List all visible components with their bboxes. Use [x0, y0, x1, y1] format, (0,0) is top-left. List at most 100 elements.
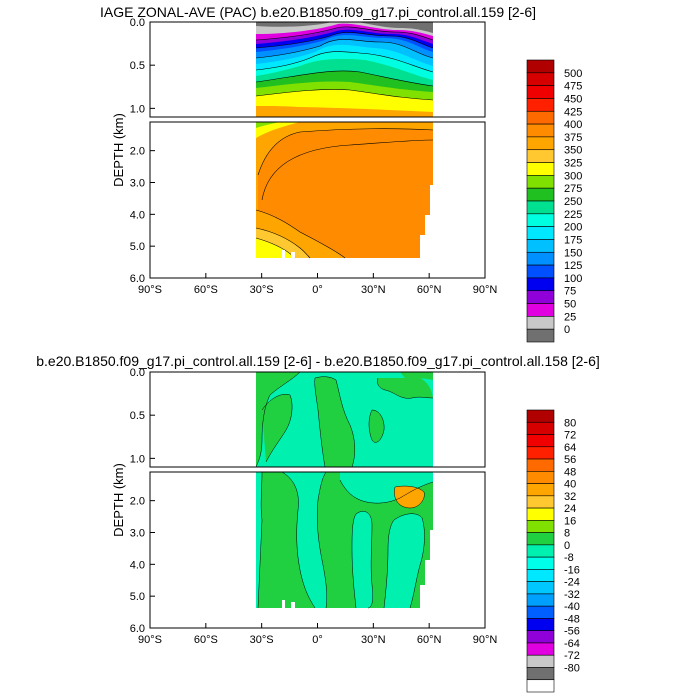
bottom-colorbar: 80726456484032241680-8-16-24-32-40-48-56…	[526, 409, 580, 693]
colorbar-label: -32	[564, 589, 580, 601]
y-tick-label: 0.5	[130, 60, 145, 72]
colorbar-swatch	[526, 123, 555, 138]
diff-pos-3	[314, 376, 355, 467]
colorbar-label: 25	[564, 311, 576, 323]
top-y-ticks-upper: 0.0 0.5 1.0	[130, 17, 155, 115]
colorbar-label: -40	[564, 601, 580, 613]
top-chart-title: IAGE ZONAL-AVE (PAC) b.e20.B1850.f09_g17…	[100, 4, 536, 20]
y-tick-label: 4.0	[130, 209, 145, 221]
bottom-x-ticks: 90°S 60°S 30°S 0° 30°N 60°N 90°N	[138, 623, 497, 646]
y-tick-label: 2.0	[130, 146, 145, 158]
diff-neg-1	[256, 472, 262, 608]
colorbar-label: 16	[564, 515, 576, 527]
colorbar-label: 56	[564, 454, 576, 466]
bottom-upper-contours	[255, 372, 434, 467]
colorbar-swatch	[526, 175, 555, 189]
x-tick-label: 30°S	[250, 284, 274, 296]
colorbar-swatch	[526, 495, 555, 509]
y-tick-label: 0.5	[130, 410, 145, 422]
colorbar-swatch	[526, 200, 555, 215]
y-tick-label: 5.0	[130, 241, 145, 253]
bottom-ylabel: DEPTH (km)	[111, 463, 126, 537]
colorbar-swatch	[526, 483, 555, 497]
colorbar-swatch	[526, 471, 555, 484]
colorbar-label: -48	[564, 613, 580, 625]
bottom-upper-frame	[149, 371, 486, 468]
y-tick-label: 4.0	[130, 559, 145, 571]
y-tick-label: 1.0	[130, 453, 145, 465]
colorbar-label: 325	[564, 158, 582, 170]
colorbar-label: -16	[564, 564, 580, 576]
land-mask	[291, 602, 295, 608]
y-tick-label: 6.0	[130, 273, 145, 285]
colorbar-swatch	[526, 642, 555, 656]
diff-pos-lower-orange	[394, 486, 425, 508]
colorbar-swatch	[526, 409, 555, 423]
y-tick-label: 2.0	[130, 496, 145, 508]
colorbar-label: 375	[564, 132, 582, 144]
colorbar-label: 64	[564, 442, 576, 454]
colorbar-swatch	[526, 226, 555, 240]
diff-pos-4	[377, 378, 433, 399]
bottom-upper-contour-lines	[255, 372, 434, 467]
colorbar-label: 450	[564, 93, 582, 105]
colorbar-swatch	[526, 162, 555, 176]
land-mask	[282, 600, 285, 608]
colorbar-swatch	[526, 654, 555, 668]
land-mask	[291, 252, 295, 258]
colorbar-label: 425	[564, 106, 582, 118]
x-tick-label: 60°N	[417, 634, 442, 646]
y-tick-label: 6.0	[130, 623, 145, 635]
colorbar-swatch	[526, 277, 555, 292]
land-mask	[282, 250, 285, 258]
colorbar-swatch	[526, 618, 555, 631]
band-lower-greentop	[256, 122, 280, 128]
x-tick-label: 30°N	[361, 284, 386, 296]
diff-neg-2	[282, 472, 327, 608]
x-tick-label: 90°S	[138, 284, 162, 296]
colorbar-swatch	[526, 458, 555, 472]
colorbar-label: 275	[564, 183, 582, 195]
band-lower-orange	[256, 122, 433, 258]
colorbar-label: 400	[564, 119, 582, 131]
y-tick-label: 3.0	[130, 177, 145, 189]
y-tick-label: 3.0	[130, 527, 145, 539]
colorbar-label: 48	[564, 466, 576, 478]
colorbar-swatch	[526, 110, 555, 125]
colorbar-swatch	[526, 264, 555, 279]
bottom-lower-contour-lines	[257, 472, 434, 609]
colorbar-label: 75	[564, 286, 576, 298]
x-tick-label: 60°S	[194, 284, 218, 296]
y-tick-label: 5.0	[130, 591, 145, 603]
x-tick-label: 0°	[312, 634, 323, 646]
y-tick-label: 0.0	[130, 17, 145, 29]
colorbar-swatch	[526, 72, 555, 86]
colorbar-swatch	[526, 581, 555, 595]
colorbar-label: -72	[564, 650, 580, 662]
y-tick-label: 0.0	[130, 367, 145, 379]
colorbar-label: 200	[564, 222, 582, 234]
top-y-ticks-lower: 2.0 3.0 4.0 5.0 6.0	[130, 146, 155, 285]
colorbar-label: 72	[564, 430, 576, 442]
colorbar-swatch	[526, 85, 555, 99]
colorbar-label: 100	[564, 273, 582, 285]
bottom-y-ticks-lower: 2.0 3.0 4.0 5.0 6.0	[130, 496, 155, 635]
colorbar-swatch	[526, 98, 555, 112]
colorbar-swatch	[526, 593, 555, 607]
diff-neg-5	[384, 513, 425, 608]
colorbar-swatch	[526, 434, 555, 448]
colorbar-swatch	[526, 421, 555, 435]
top-lower-contour-lines	[255, 128, 434, 259]
colorbar-swatch	[526, 328, 555, 343]
colorbar-label: 175	[564, 234, 582, 246]
colorbar-label: -24	[564, 577, 580, 589]
band-lower-bottom-yellow	[256, 238, 295, 258]
colorbar-label: -8	[564, 552, 574, 564]
colorbar-label: 0	[564, 540, 570, 552]
colorbar-label: 350	[564, 145, 582, 157]
colorbar-label: 475	[564, 81, 582, 93]
colorbar-swatch	[526, 532, 555, 546]
colorbar-swatch	[526, 544, 555, 558]
x-tick-label: 30°N	[361, 634, 386, 646]
